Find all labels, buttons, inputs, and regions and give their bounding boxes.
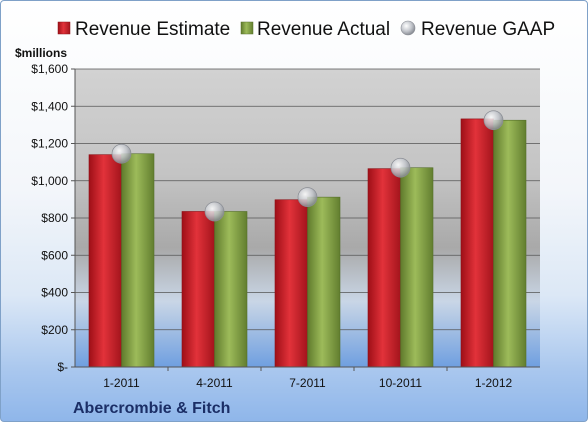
legend-swatch-gaap	[400, 20, 416, 36]
bar-revenue-actual	[400, 167, 434, 368]
legend-swatch-estimate	[57, 21, 71, 35]
gaap-markers	[111, 110, 504, 222]
company-name: Abercrombie & Fitch	[73, 400, 230, 417]
legend-label-gaap: Revenue GAAP	[421, 19, 555, 40]
bar-revenue-actual	[493, 119, 527, 368]
y-tick-label: $1,200	[31, 137, 68, 151]
y-tick-label: $1,400	[31, 99, 68, 113]
x-axis-labels: 1-2011 4-2011 7-2011 10-2011 1-2012	[103, 367, 513, 390]
marker-revenue-gaap	[390, 157, 411, 178]
legend-label-estimate: Revenue Estimate	[75, 19, 230, 40]
x-tick-label: 7-2011	[289, 376, 326, 390]
x-tick-label: 10-2011	[379, 376, 422, 390]
bar-revenue-actual	[307, 196, 341, 368]
x-tick-label: 1-2012	[475, 376, 513, 390]
y-axis-unit-label: $millions	[15, 46, 67, 60]
marker-revenue-gaap	[204, 201, 225, 222]
bar-revenue-actual	[121, 153, 155, 368]
marker-revenue-gaap	[297, 187, 318, 207]
bar-revenue-estimate	[274, 199, 308, 368]
y-axis-ticks: $- $200 $400 $600 $800 $1,000 $1,200 $1,400 $1,6…	[31, 62, 75, 374]
y-tick-label: $800	[41, 211, 68, 225]
legend-swatch-actual	[240, 21, 254, 35]
y-tick-label: $600	[41, 248, 68, 262]
legend: Revenue Estimate Revenue Actual Revenue …	[57, 19, 555, 40]
bar-revenue-actual	[214, 211, 248, 368]
x-tick-label: 1-2011	[103, 376, 140, 390]
marker-revenue-gaap	[483, 110, 504, 131]
marker-revenue-gaap	[111, 143, 132, 164]
y-tick-label: $-	[57, 360, 68, 374]
bar-revenue-estimate	[88, 154, 122, 368]
bars	[88, 118, 527, 368]
bar-revenue-estimate	[367, 168, 401, 368]
y-tick-label: $200	[41, 323, 68, 337]
x-tick-label: 4-2011	[196, 376, 233, 390]
y-tick-label: $1,600	[31, 62, 68, 76]
legend-label-actual: Revenue Actual	[257, 19, 390, 40]
bar-revenue-estimate	[181, 211, 215, 368]
y-tick-label: $1,000	[31, 174, 68, 188]
y-tick-label: $400	[41, 286, 68, 300]
bar-revenue-estimate	[460, 118, 494, 368]
